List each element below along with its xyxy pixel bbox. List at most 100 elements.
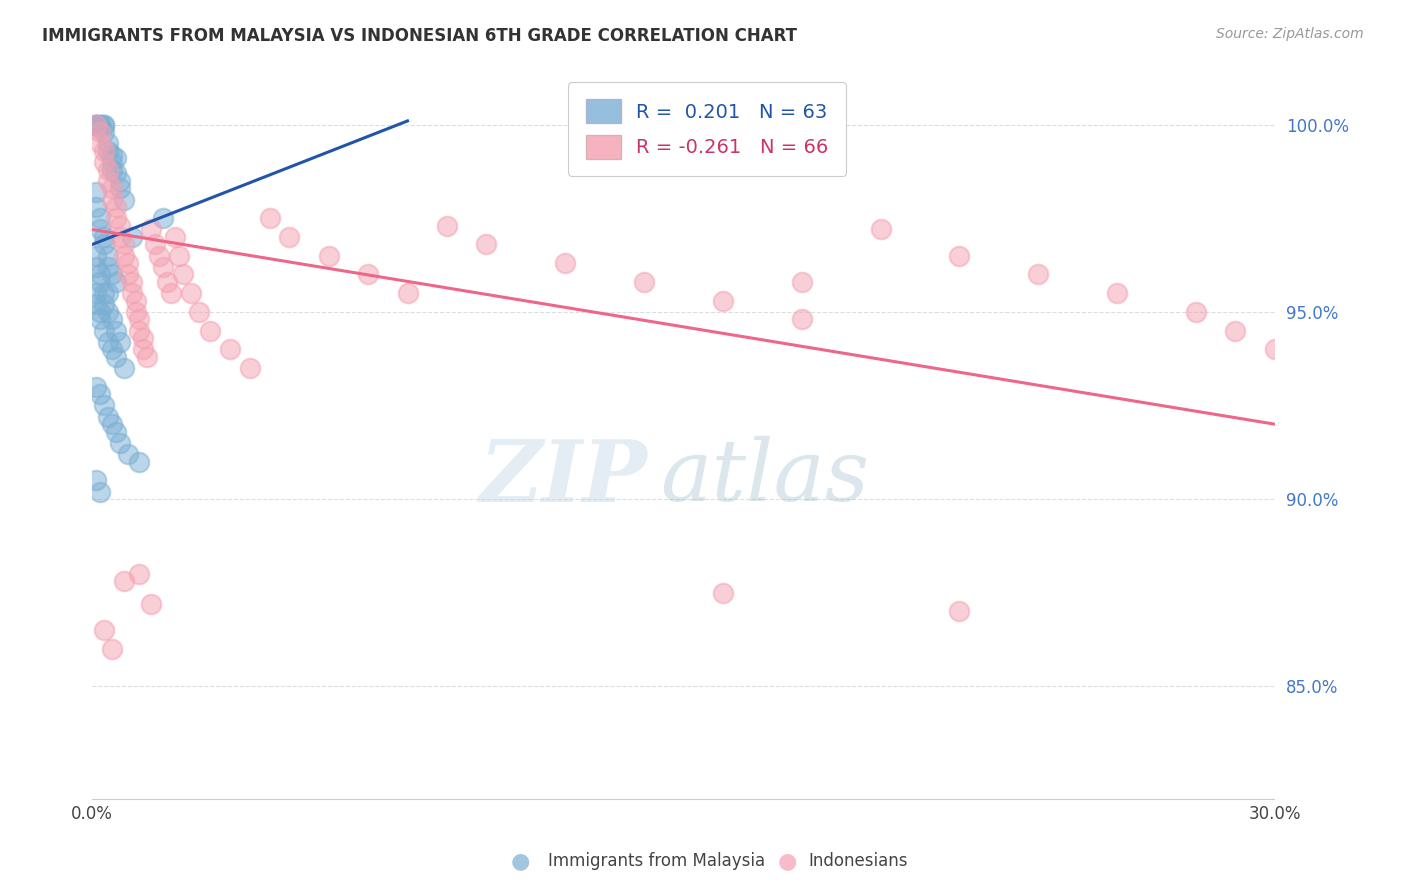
Point xyxy=(104,425,127,439)
Point xyxy=(112,361,135,376)
Point xyxy=(1225,324,1247,338)
Point xyxy=(948,604,970,618)
Text: IMMIGRANTS FROM MALAYSIA VS INDONESIAN 6TH GRADE CORRELATION CHART: IMMIGRANTS FROM MALAYSIA VS INDONESIAN 6… xyxy=(42,27,797,45)
Point xyxy=(89,275,111,289)
Point xyxy=(97,334,120,349)
Point xyxy=(790,312,813,326)
Point xyxy=(97,249,120,263)
Point xyxy=(869,222,891,236)
Point xyxy=(93,118,115,132)
Point xyxy=(200,324,222,338)
Point xyxy=(97,260,120,274)
Point xyxy=(1264,343,1286,357)
Point xyxy=(436,219,458,233)
Point xyxy=(259,211,281,226)
Legend: R =  0.201   N = 63, R = -0.261   N = 66: R = 0.201 N = 63, R = -0.261 N = 66 xyxy=(568,82,846,176)
Point xyxy=(132,343,155,357)
Point xyxy=(89,305,111,319)
Text: ZIP: ZIP xyxy=(479,435,648,519)
Point xyxy=(89,118,111,132)
Point xyxy=(156,275,179,289)
Point xyxy=(89,125,111,139)
Point xyxy=(93,399,115,413)
Point xyxy=(89,136,111,151)
Point xyxy=(97,305,120,319)
Point xyxy=(84,249,107,263)
Point xyxy=(84,286,107,301)
Point xyxy=(84,118,107,132)
Point xyxy=(143,237,166,252)
Point xyxy=(108,174,131,188)
Point xyxy=(97,136,120,151)
Point xyxy=(163,230,186,244)
Point xyxy=(89,387,111,401)
Point xyxy=(128,454,150,468)
Point xyxy=(112,237,135,252)
Point xyxy=(104,200,127,214)
Point xyxy=(89,118,111,132)
Point xyxy=(84,118,107,132)
Point xyxy=(790,275,813,289)
Text: Indonesians: Indonesians xyxy=(808,852,908,870)
Point xyxy=(84,118,107,132)
Point xyxy=(84,473,107,487)
Point xyxy=(112,249,135,263)
Point xyxy=(108,436,131,450)
Point xyxy=(1026,268,1049,282)
Point xyxy=(101,312,124,326)
Point xyxy=(104,350,127,364)
Point xyxy=(97,174,120,188)
Point xyxy=(117,268,139,282)
Point xyxy=(97,286,120,301)
Text: atlas: atlas xyxy=(659,436,869,518)
Point xyxy=(101,641,124,656)
Point xyxy=(97,409,120,424)
Point xyxy=(554,256,576,270)
Point xyxy=(117,256,139,270)
Point xyxy=(475,237,498,252)
Point xyxy=(128,566,150,581)
Point xyxy=(141,597,163,611)
Point xyxy=(128,324,150,338)
Point xyxy=(89,211,111,226)
Point xyxy=(124,293,146,308)
Point xyxy=(101,147,124,161)
Point xyxy=(1185,305,1208,319)
Point xyxy=(357,268,380,282)
Point xyxy=(93,230,115,244)
Point xyxy=(108,230,131,244)
Point xyxy=(124,305,146,319)
Point xyxy=(89,118,111,132)
Point xyxy=(84,200,107,214)
Point xyxy=(93,324,115,338)
Point xyxy=(239,361,262,376)
Point xyxy=(93,286,115,301)
Text: ●: ● xyxy=(510,851,530,871)
Point xyxy=(93,155,115,169)
Point xyxy=(93,125,115,139)
Point xyxy=(132,331,155,345)
Point xyxy=(101,181,124,195)
Point xyxy=(101,417,124,432)
Point xyxy=(167,249,190,263)
Point xyxy=(104,152,127,166)
Point xyxy=(136,350,159,364)
Point xyxy=(104,324,127,338)
Point xyxy=(121,286,143,301)
Point xyxy=(89,312,111,326)
Point xyxy=(278,230,301,244)
Point xyxy=(108,219,131,233)
Point xyxy=(101,268,124,282)
Point xyxy=(108,334,131,349)
Point xyxy=(108,181,131,195)
Point xyxy=(112,193,135,207)
Point xyxy=(93,118,115,132)
Point xyxy=(101,193,124,207)
Text: Source: ZipAtlas.com: Source: ZipAtlas.com xyxy=(1216,27,1364,41)
Point xyxy=(396,286,419,301)
Point xyxy=(141,222,163,236)
Point xyxy=(93,297,115,311)
Point xyxy=(89,484,111,499)
Point xyxy=(104,166,127,180)
Point xyxy=(97,162,120,177)
